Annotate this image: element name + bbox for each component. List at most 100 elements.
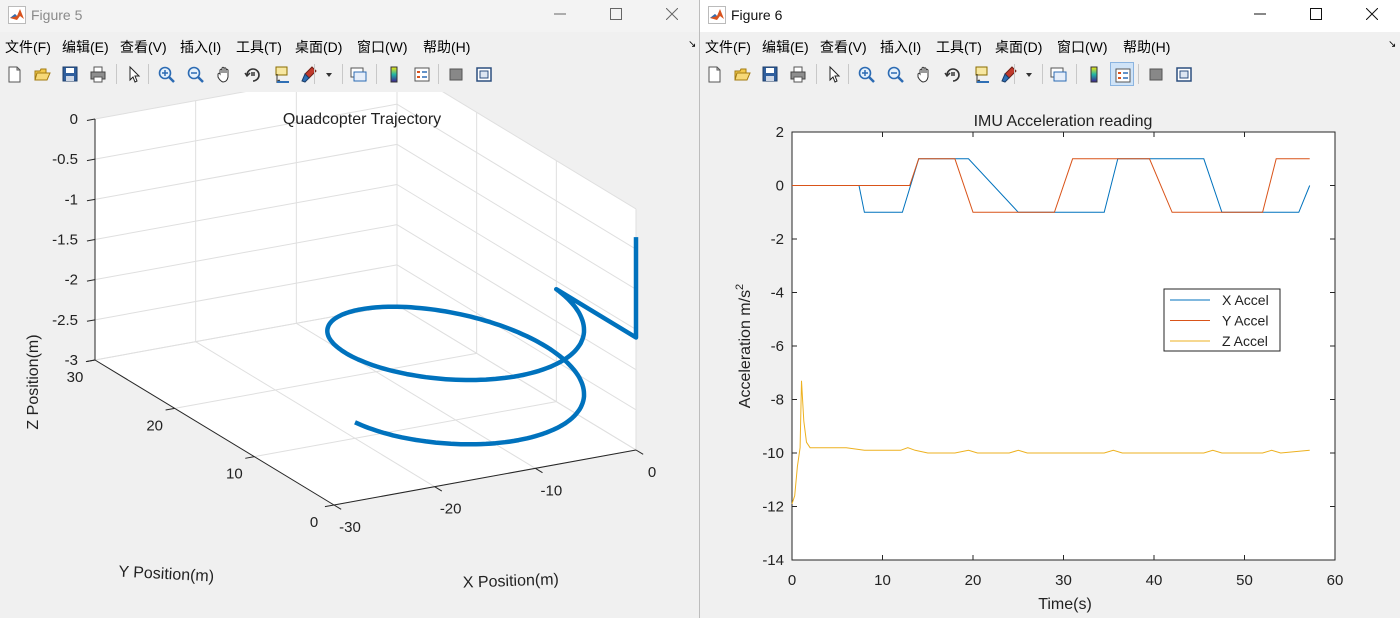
open-file-button[interactable]: [30, 62, 54, 86]
menu-tools[interactable]: 工具(T): [936, 39, 982, 55]
series-line-z-accel: [791, 380, 1310, 504]
figure5-minimize-button[interactable]: [532, 0, 588, 30]
figure5-axes[interactable]: -30 -20 -10 0 0 10 20 30 0 -0.5 -1 -1.5 -2 -2.5 -3 Qua…: [0, 63, 700, 618]
data-cursor-button[interactable]: [970, 62, 994, 86]
figure6-plot-area: 0 10 20 30 40 50 60 2 0 -2 -4 -6 -8 -10 -12 -14 IMU Acc…: [700, 92, 1400, 618]
legend-button[interactable]: [410, 62, 434, 86]
menu-view[interactable]: 查看(V): [120, 39, 167, 55]
z-tick-label: -0.5: [52, 151, 78, 168]
open-file-button[interactable]: [730, 62, 754, 86]
legend[interactable]: X Accel Y Accel Z Accel: [1163, 288, 1281, 352]
figure5-maximize-button[interactable]: [588, 0, 644, 30]
menu-window[interactable]: 窗口(W): [357, 39, 408, 55]
hide-plot-tools-button[interactable]: [1144, 62, 1168, 86]
menu-insert[interactable]: 插入(I): [880, 39, 922, 55]
pan-hand-button[interactable]: [212, 62, 236, 86]
zoom-out-icon: [887, 66, 904, 83]
menu-edit[interactable]: 编辑(E): [62, 39, 109, 55]
colorbar-button[interactable]: [382, 62, 406, 86]
grid-line-y: [254, 401, 557, 458]
grid-line-z: [94, 184, 398, 240]
zoom-in-button[interactable]: [154, 62, 178, 86]
brush-button[interactable]: [997, 62, 1017, 86]
figure6-titlebar[interactable]: Figure 6: [700, 0, 1400, 32]
rotate-3d-button[interactable]: [241, 62, 265, 86]
toolbar-separator: [1076, 64, 1077, 84]
grid-line-z: [94, 143, 398, 200]
show-plot-tools-button[interactable]: [1172, 62, 1196, 86]
new-figure-button[interactable]: [702, 62, 726, 86]
figure5-plot-area: -30 -20 -10 0 0 10 20 30 0 -0.5 -1 -1.5 -2 -2.5 -3 Qua…: [0, 63, 700, 618]
menu-insert[interactable]: 插入(I): [180, 39, 222, 55]
figure6-maximize-button[interactable]: [1288, 0, 1344, 30]
show-plot-tools-icon: [476, 67, 492, 82]
x-axis-label: X Position(m): [463, 571, 560, 591]
menu-tools[interactable]: 工具(T): [236, 39, 282, 55]
brush-dropdown-button[interactable]: [1020, 62, 1044, 86]
data-cursor-button[interactable]: [270, 62, 294, 86]
brush-dropdown-button[interactable]: [320, 62, 344, 86]
save-button[interactable]: [758, 62, 782, 86]
y-tick-label: 2: [776, 124, 784, 141]
figure5-close-button[interactable]: [644, 0, 699, 30]
toolbar-separator: [816, 64, 817, 84]
menu-help[interactable]: 帮助(H): [1123, 39, 1171, 55]
menu-desktop[interactable]: 桌面(D): [295, 39, 343, 55]
brush-dropdown-icon: [1026, 73, 1032, 77]
y-axis-line: [94, 359, 335, 506]
figure5-titlebar[interactable]: Figure 5: [0, 0, 699, 32]
link-plot-button[interactable]: [346, 62, 370, 86]
menu-window[interactable]: 窗口(W): [1057, 39, 1108, 55]
rotate-3d-button[interactable]: [941, 62, 965, 86]
z-tick-mark: [86, 198, 96, 202]
x-axis-label: Time(s): [1038, 596, 1092, 613]
legend-button[interactable]: [1110, 62, 1134, 86]
link-plot-button[interactable]: [1046, 62, 1070, 86]
x-tick-label: 30: [1055, 572, 1072, 589]
menu-file[interactable]: 文件(F): [705, 39, 751, 55]
menu-overflow-arrow[interactable]: ↘: [688, 39, 697, 50]
save-button[interactable]: [58, 62, 82, 86]
z-tick-label: -2: [65, 272, 78, 289]
legend-icon: [1115, 68, 1131, 83]
z-tick-mark: [86, 319, 96, 322]
print-button[interactable]: [86, 62, 110, 86]
figure6-close-button[interactable]: [1344, 0, 1400, 30]
menu-desktop[interactable]: 桌面(D): [995, 39, 1043, 55]
legend-icon: [414, 67, 430, 82]
hide-plot-tools-icon: [1149, 68, 1163, 81]
colorbar-button[interactable]: [1082, 62, 1106, 86]
print-button[interactable]: [786, 62, 810, 86]
zoom-out-button[interactable]: [883, 62, 907, 86]
colorbar-icon: [1090, 66, 1098, 83]
select-arrow-button[interactable]: [822, 62, 846, 86]
save-icon: [62, 66, 78, 82]
x-tick-mark: [535, 467, 543, 474]
zoom-out-button[interactable]: [183, 62, 207, 86]
select-arrow-button[interactable]: [122, 62, 146, 86]
zoom-in-button[interactable]: [854, 62, 878, 86]
x-tick-label: 60: [1327, 572, 1344, 589]
hide-plot-tools-button[interactable]: [444, 62, 468, 86]
toolbar-separator: [116, 64, 117, 84]
save-icon: [762, 66, 778, 82]
y-tick-label: 10: [226, 466, 243, 483]
figure6-minimize-button[interactable]: [1232, 0, 1288, 30]
figure6-window: Figure 6 文件(F) 编辑(E) 查看(V) 插入(I) 工具(T) 桌…: [700, 0, 1400, 618]
x-tick-mark: [434, 486, 443, 492]
menu-overflow-arrow[interactable]: ↘: [1388, 39, 1397, 50]
x-tick-label: -20: [440, 501, 462, 518]
show-plot-tools-button[interactable]: [472, 62, 496, 86]
toolbar-separator: [1042, 64, 1043, 84]
menu-edit[interactable]: 编辑(E): [762, 39, 809, 55]
x-axis-line: [333, 449, 637, 506]
menu-file[interactable]: 文件(F): [5, 39, 51, 55]
brush-button[interactable]: [297, 62, 317, 86]
menu-view[interactable]: 查看(V): [820, 39, 867, 55]
menu-help[interactable]: 帮助(H): [423, 39, 471, 55]
z-tick-label: -2.5: [52, 312, 78, 329]
pan-hand-button[interactable]: [912, 62, 936, 86]
new-figure-button[interactable]: [2, 62, 26, 86]
figure6-toolbar: [700, 58, 1400, 90]
